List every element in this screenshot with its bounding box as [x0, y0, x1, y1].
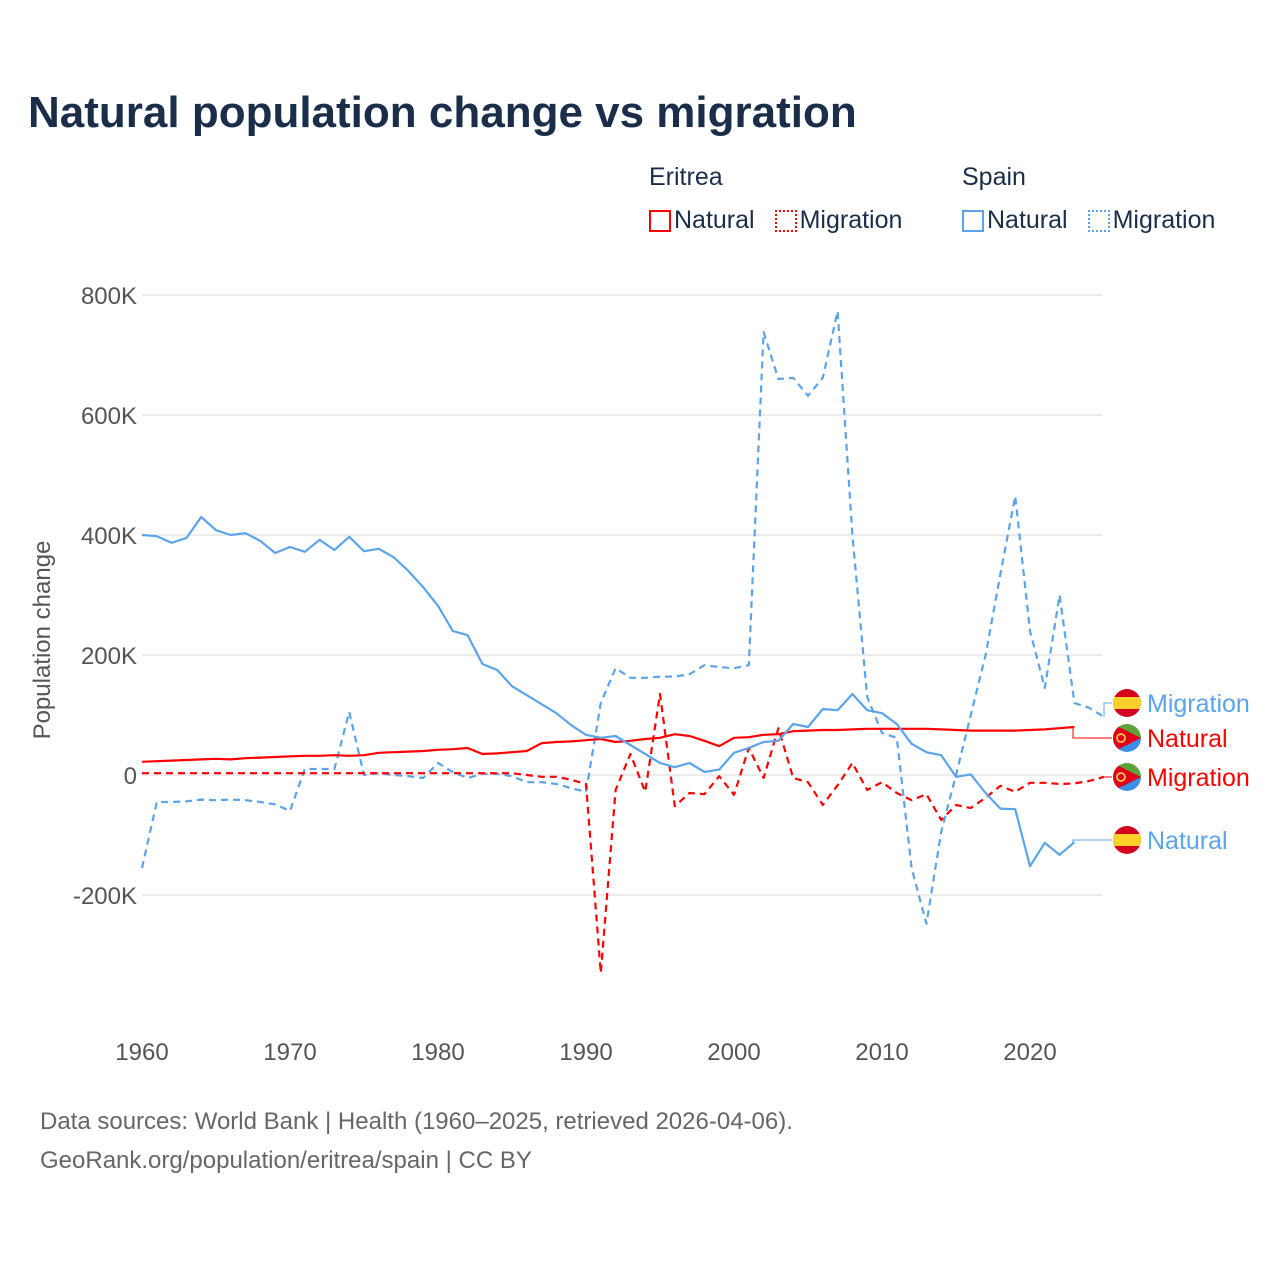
y-tick-label: 200K — [81, 643, 137, 670]
chart-title: Natural population change vs migration — [28, 88, 857, 137]
x-tick-label: 1960 — [115, 1039, 168, 1066]
legend-item-spain-migration[interactable]: Migration — [1087, 206, 1216, 235]
legend-label: Natural — [674, 206, 755, 234]
y-tick-label: 600K — [81, 403, 137, 430]
footer-credit: GeoRank.org/population/eritrea/spain | C… — [40, 1147, 532, 1174]
footer-sources: Data sources: World Bank | Health (1960–… — [40, 1108, 793, 1135]
series-line-spain-migration — [140, 310, 1105, 925]
legend-group-spain: Spain Natural Migration — [962, 163, 1231, 235]
spain-flag-icon — [1113, 826, 1141, 854]
spain-flag-icon — [1113, 689, 1141, 717]
y-axis-label: Population change — [29, 541, 56, 740]
legend-item-spain-natural[interactable]: Natural — [962, 206, 1068, 235]
series-end-label: Natural — [1147, 827, 1228, 855]
y-tick-label: 800K — [81, 283, 137, 310]
label-connector — [1103, 702, 1112, 717]
legend-item-eritrea-migration[interactable]: Migration — [774, 206, 903, 235]
label-connector — [1072, 726, 1112, 739]
legend-group-eritrea: Eritrea Natural Migration — [649, 163, 918, 235]
y-tick-label: 0 — [124, 763, 137, 790]
legend-group-title: Eritrea — [649, 163, 723, 191]
x-tick-label: 1980 — [411, 1039, 464, 1066]
grid — [142, 294, 1102, 896]
x-tick-label: 1990 — [559, 1039, 612, 1066]
x-axis: 1960 1970 1980 1990 2000 2010 2020 — [115, 1039, 1056, 1066]
legend-swatch-dotted — [774, 209, 797, 232]
series-line-eritrea-migration — [142, 692, 1105, 975]
legend-label: Migration — [1112, 206, 1216, 234]
y-tick-label: -200K — [73, 883, 137, 910]
x-tick-label: 2000 — [707, 1039, 760, 1066]
x-tick-label: 1970 — [263, 1039, 316, 1066]
eritrea-flag-icon — [1113, 763, 1141, 791]
x-tick-label: 2010 — [855, 1039, 908, 1066]
x-tick-label: 2020 — [1003, 1039, 1056, 1066]
legend-group-title: Spain — [962, 163, 1026, 191]
legend-label: Migration — [799, 206, 903, 234]
legend-swatch-solid — [962, 209, 984, 232]
series-line-spain-natural — [141, 515, 1076, 868]
y-tick-label: 400K — [81, 523, 137, 550]
series-line-eritrea-natural — [141, 725, 1075, 763]
series-end-label: Natural — [1147, 725, 1228, 753]
legend-label: Natural — [987, 206, 1068, 234]
y-axis: -200K 0 200K 400K 600K 800K — [73, 283, 137, 910]
label-connector — [1072, 839, 1112, 843]
legend-swatch-dotted — [1087, 209, 1110, 232]
legend-item-eritrea-natural[interactable]: Natural — [649, 206, 755, 235]
series-end-label: Migration — [1147, 764, 1250, 792]
eritrea-flag-icon — [1113, 724, 1141, 752]
legend-swatch-solid — [649, 209, 671, 232]
series-end-label: Migration — [1147, 690, 1250, 718]
